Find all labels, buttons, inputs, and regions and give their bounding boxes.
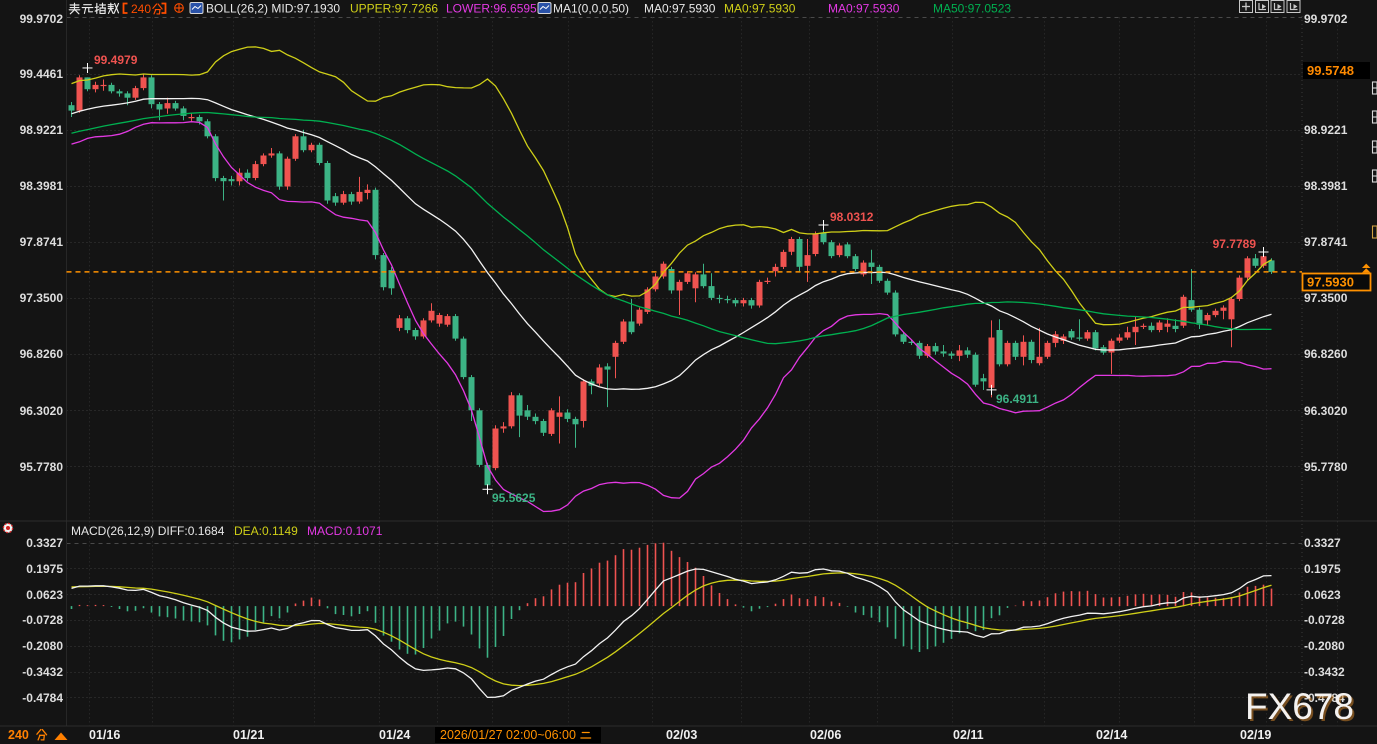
svg-text:-0.4784: -0.4784 [22, 691, 63, 705]
svg-text:99.4461: 99.4461 [20, 67, 64, 81]
svg-text:0.3327: 0.3327 [26, 536, 63, 550]
svg-text:-0.2080: -0.2080 [1304, 639, 1345, 653]
svg-text:97.3500: 97.3500 [20, 291, 64, 305]
svg-text:01/16: 01/16 [89, 728, 120, 742]
svg-text:FX678: FX678 [1245, 686, 1354, 727]
svg-text:MA0:97.5930: MA0:97.5930 [644, 2, 716, 16]
svg-text:96.8260: 96.8260 [1304, 347, 1348, 361]
svg-text:0.1975: 0.1975 [26, 562, 63, 576]
svg-text:95.5625: 95.5625 [492, 491, 536, 505]
svg-text:2026/01/27 02:00~06:00: 2026/01/27 02:00~06:00 [440, 728, 576, 742]
svg-text:98.9221: 98.9221 [1304, 123, 1348, 137]
svg-text:-0.3432: -0.3432 [22, 665, 63, 679]
svg-text:FX678: FX678 [1247, 688, 1356, 729]
svg-text:02/06: 02/06 [810, 728, 841, 742]
svg-text:98.0312: 98.0312 [830, 210, 874, 224]
svg-text:01/21: 01/21 [233, 728, 264, 742]
svg-text:-0.3432: -0.3432 [1304, 665, 1345, 679]
svg-text:240: 240 [8, 728, 29, 742]
svg-text:97.3500: 97.3500 [1304, 291, 1348, 305]
svg-text:98.3981: 98.3981 [1304, 179, 1348, 193]
svg-text:99.9702: 99.9702 [1304, 12, 1348, 26]
svg-text:-0.4784: -0.4784 [1304, 691, 1345, 705]
svg-text:97.8741: 97.8741 [1304, 235, 1348, 249]
svg-text:DEA:0.1149: DEA:0.1149 [234, 524, 298, 538]
svg-text:99.4979: 99.4979 [94, 53, 138, 67]
svg-text:-0.2080: -0.2080 [22, 639, 63, 653]
svg-text:98.9221: 98.9221 [20, 123, 64, 137]
svg-text:0.1975: 0.1975 [1304, 562, 1341, 576]
svg-text:-0.0728: -0.0728 [22, 613, 63, 627]
svg-text:97.8741: 97.8741 [20, 235, 64, 249]
svg-text:MACD:0.1071: MACD:0.1071 [307, 524, 383, 538]
svg-text:02/03: 02/03 [666, 728, 697, 742]
svg-text:LOWER:96.6595: LOWER:96.6595 [446, 2, 537, 16]
svg-text:99.9702: 99.9702 [20, 12, 64, 26]
svg-text:97.5930: 97.5930 [1307, 275, 1354, 290]
svg-text:02/14: 02/14 [1096, 728, 1127, 742]
svg-text:02/19: 02/19 [1240, 728, 1271, 742]
svg-text:MA0:97.5930: MA0:97.5930 [828, 2, 900, 16]
svg-text:02/11: 02/11 [953, 728, 984, 742]
svg-text:240: 240 [131, 2, 151, 16]
svg-text:96.3020: 96.3020 [20, 404, 64, 418]
svg-text:98.3981: 98.3981 [20, 179, 64, 193]
svg-text:96.8260: 96.8260 [20, 347, 64, 361]
svg-text:0.3327: 0.3327 [1304, 536, 1341, 550]
svg-text:99.5748: 99.5748 [1307, 63, 1354, 78]
svg-text:97.7789: 97.7789 [1213, 237, 1257, 251]
svg-text:MA0:97.5930: MA0:97.5930 [724, 2, 796, 16]
svg-text:BOLL(26,2) MID:97.1930: BOLL(26,2) MID:97.1930 [206, 2, 340, 16]
svg-text:MA50:97.0523: MA50:97.0523 [933, 2, 1011, 16]
svg-text:96.4911: 96.4911 [996, 392, 1039, 406]
svg-text:-0.0728: -0.0728 [1304, 613, 1345, 627]
svg-text:MACD(26,12,9) DIFF:0.1684: MACD(26,12,9) DIFF:0.1684 [71, 524, 225, 538]
svg-text:95.7780: 95.7780 [1304, 460, 1348, 474]
svg-text:0.0623: 0.0623 [26, 588, 63, 602]
svg-text:01/24: 01/24 [379, 728, 410, 742]
svg-text:95.7780: 95.7780 [20, 460, 64, 474]
svg-text:MA1(0,0,0,50): MA1(0,0,0,50) [553, 2, 629, 16]
svg-text:0.0623: 0.0623 [1304, 588, 1341, 602]
svg-text:UPPER:97.7266: UPPER:97.7266 [350, 2, 438, 16]
svg-text:96.3020: 96.3020 [1304, 404, 1348, 418]
